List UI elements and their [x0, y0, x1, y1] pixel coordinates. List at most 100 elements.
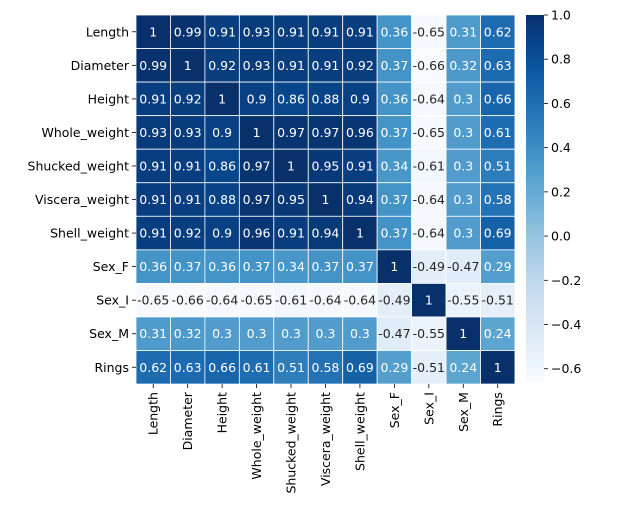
cell-value-label: 0.92	[346, 58, 374, 73]
heatmap-cell	[480, 81, 516, 117]
heatmap-cell	[376, 249, 412, 284]
heatmap-cell	[445, 115, 481, 150]
heatmap-cell	[135, 215, 171, 251]
heatmap-cell	[342, 215, 378, 251]
heatmap-cell	[480, 48, 516, 83]
cell-value-label: 1	[218, 91, 226, 106]
heatmap-cell	[411, 316, 447, 351]
y-tick-label: Shell_weight	[50, 226, 129, 241]
x-tick-label: Sex_F	[387, 392, 402, 428]
heatmap-cell	[376, 316, 412, 351]
cell-value-label: 0.91	[139, 91, 167, 106]
cell-value-label: 0.3	[453, 226, 473, 241]
cell-value-label: 0.97	[277, 125, 305, 140]
cell-value-label: 0.94	[346, 192, 374, 207]
heatmap-cell	[135, 14, 171, 49]
cell-value-label: 0.34	[277, 259, 305, 274]
cell-value-label: 1	[459, 326, 467, 341]
cell-value-label: -0.65	[413, 24, 445, 39]
heatmap-cell	[238, 316, 275, 351]
heatmap-cell	[342, 148, 378, 184]
cell-value-label: -0.66	[413, 58, 445, 73]
x-tick-label: Viscera_weight	[318, 392, 333, 486]
y-tick-label: Viscera_weight	[35, 192, 129, 207]
heatmap-cell	[445, 282, 481, 318]
cell-value-label: 0.66	[208, 360, 236, 375]
cell-value-label: 0.24	[449, 360, 477, 375]
heatmap-cell	[480, 115, 516, 150]
cell-value-label: -0.51	[482, 293, 514, 308]
cell-value-label: -0.64	[206, 293, 238, 308]
cell-value-label: 0.62	[484, 24, 512, 39]
cell-value-label: -0.55	[413, 326, 445, 341]
x-tick-label: Rings	[490, 392, 505, 427]
cell-value-label: -0.65	[240, 293, 272, 308]
x-tick-label: Length	[146, 392, 161, 435]
cell-value-label: 0.36	[380, 91, 408, 106]
cell-value-label: 0.92	[174, 226, 202, 241]
y-tick-label: Sex_I	[96, 293, 129, 308]
cell-value-label: -0.65	[413, 125, 445, 140]
cell-value-label: 0.91	[346, 158, 374, 173]
cell-value-label: 0.93	[243, 24, 271, 39]
cell-value-label: 0.37	[312, 259, 340, 274]
cell-value-label: -0.49	[413, 259, 445, 274]
x-axis: Length Diameter Height Whole_weight Shucked_…	[146, 384, 505, 494]
cell-value-label: 0.58	[484, 192, 512, 207]
cell-value-label: 0.37	[346, 259, 374, 274]
cell-value-label: 0.91	[277, 226, 305, 241]
cell-value-label: 0.93	[174, 125, 202, 140]
cell-value-label: 0.37	[380, 192, 408, 207]
cell-value-label: 0.37	[174, 259, 202, 274]
heatmap-cell	[376, 48, 412, 83]
cell-value-label: 0.51	[484, 158, 512, 173]
colorbar-tick-label: 0.4	[551, 140, 571, 155]
cell-value-label: 0.9	[212, 226, 232, 241]
colorbar-tick-label: −0.4	[551, 317, 581, 332]
cell-value-label: 0.3	[453, 125, 473, 140]
cell-value-label: -0.47	[447, 259, 479, 274]
cell-value-label: 0.86	[208, 158, 236, 173]
cell-value-label: 0.93	[139, 125, 167, 140]
heatmap-cell	[445, 14, 481, 49]
cell-value-label: -0.61	[275, 293, 307, 308]
cell-value-label: 0.63	[174, 360, 202, 375]
heatmap-cell	[480, 316, 516, 351]
y-tick-label: Length	[86, 24, 129, 39]
cell-value-label: 0.91	[139, 158, 167, 173]
cell-value-label: -0.51	[413, 360, 445, 375]
heatmap-cell	[480, 182, 516, 217]
cell-value-label: 0.97	[243, 192, 271, 207]
cell-value-label: 0.3	[212, 326, 232, 341]
cell-value-label: 0.97	[312, 125, 340, 140]
cell-value-label: 0.3	[350, 326, 370, 341]
cell-value-label: 0.91	[174, 192, 202, 207]
heatmap-cell	[273, 350, 309, 385]
heatmap-cell	[307, 14, 344, 49]
heatmap-cell	[135, 282, 171, 318]
heatmap-cell	[204, 215, 240, 251]
heatmap-cell	[445, 350, 481, 385]
heatmap-cell	[238, 249, 275, 284]
cell-value-label: 0.63	[484, 58, 512, 73]
heatmap-cell	[238, 115, 275, 150]
y-tick-label: Shucked_weight	[28, 158, 130, 173]
cell-value-label: 1	[287, 158, 295, 173]
cell-value-label: -0.64	[413, 91, 445, 106]
heatmap-cell	[445, 148, 481, 184]
cell-value-label: 0.88	[312, 91, 340, 106]
heatmap-cell	[342, 115, 378, 150]
cell-value-label: 0.29	[380, 360, 408, 375]
cell-value-label: -0.64	[344, 293, 376, 308]
cell-value-label: -0.66	[172, 293, 204, 308]
cell-value-label: 0.99	[139, 58, 167, 73]
cell-value-label: 0.91	[346, 24, 374, 39]
cell-value-label: 0.37	[380, 125, 408, 140]
cell-value-label: 0.36	[208, 259, 236, 274]
cell-value-label: -0.55	[447, 293, 479, 308]
heatmap-cell	[170, 148, 206, 184]
heatmap-cell	[135, 48, 171, 83]
heatmap-cell	[376, 282, 412, 318]
heatmap-cell	[170, 14, 206, 49]
